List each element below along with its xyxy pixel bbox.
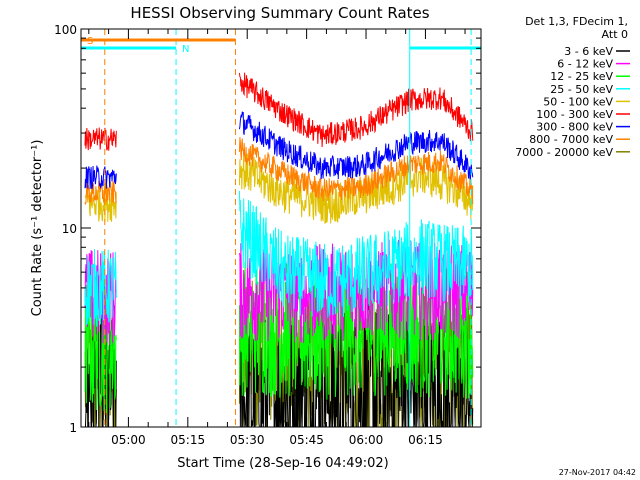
series-2-segment-0: [84, 279, 117, 413]
series-layer: [84, 72, 474, 427]
series-6-segment-0: [84, 165, 117, 190]
legend-entry-label: 6 - 12 keV: [557, 58, 613, 71]
legend-entry-label: 3 - 6 keV: [564, 45, 613, 58]
y-axis: 1 10 100: [54, 23, 481, 435]
legend-entry-label: 50 - 100 keV: [543, 95, 613, 108]
series-4-segment-0: [84, 182, 117, 222]
series-6-segment-1: [238, 111, 474, 180]
series-3-segment-0: [84, 249, 117, 327]
y-tick-label: 1: [69, 421, 77, 435]
series-5-segment-0: [84, 127, 117, 151]
flag-layer: SN: [81, 36, 481, 55]
footer-timestamp: 27-Nov-2017 04:42: [559, 468, 636, 477]
x-axis: 05:00 05:15 05:30 05:45 06:00 06:15: [88, 29, 466, 447]
flag-label-s: S: [87, 36, 93, 47]
legend-entry-label: 25 - 50 keV: [550, 83, 613, 96]
x-axis-label: Start Time (28-Sep-16 04:49:02): [177, 456, 388, 471]
series-2-segment-1: [238, 258, 474, 400]
x-tick-label: 05:30: [230, 433, 265, 447]
legend-entry-label: 800 - 7000 keV: [529, 133, 613, 146]
series-5-segment-1: [238, 72, 474, 148]
series-7-segment-0: [84, 180, 117, 206]
x-tick-label: 05:15: [171, 433, 206, 447]
y-tick-label: 10: [62, 222, 77, 236]
chart-title: HESSI Observing Summary Count Rates: [130, 4, 429, 22]
legend-header-line-1: Det 1,3, FDecim 1,: [525, 15, 628, 28]
legend-entry-label: 300 - 800 keV: [536, 121, 613, 134]
legend-entry-label: 100 - 300 keV: [536, 108, 613, 121]
legend-entry-label: 12 - 25 keV: [550, 70, 613, 83]
legend-entry-label: 7000 - 20000 keV: [515, 146, 613, 159]
series-4-segment-1: [238, 153, 474, 224]
marker-layer: [104, 29, 472, 427]
x-tick-label: 05:45: [289, 433, 324, 447]
series-3-segment-1: [238, 190, 474, 318]
y-axis-label: Count Rate (s⁻¹ detector⁻¹): [30, 140, 45, 317]
x-tick-label: 06:15: [408, 433, 443, 447]
y-tick-label: 100: [54, 23, 77, 37]
series-7-segment-1: [238, 137, 474, 204]
legend-header-line-2: Att 0: [602, 28, 628, 41]
flag-label-n: N: [182, 44, 189, 55]
series-1-segment-0: [84, 250, 117, 346]
x-tick-label: 06:00: [349, 433, 384, 447]
x-tick-label: 05:00: [111, 433, 146, 447]
